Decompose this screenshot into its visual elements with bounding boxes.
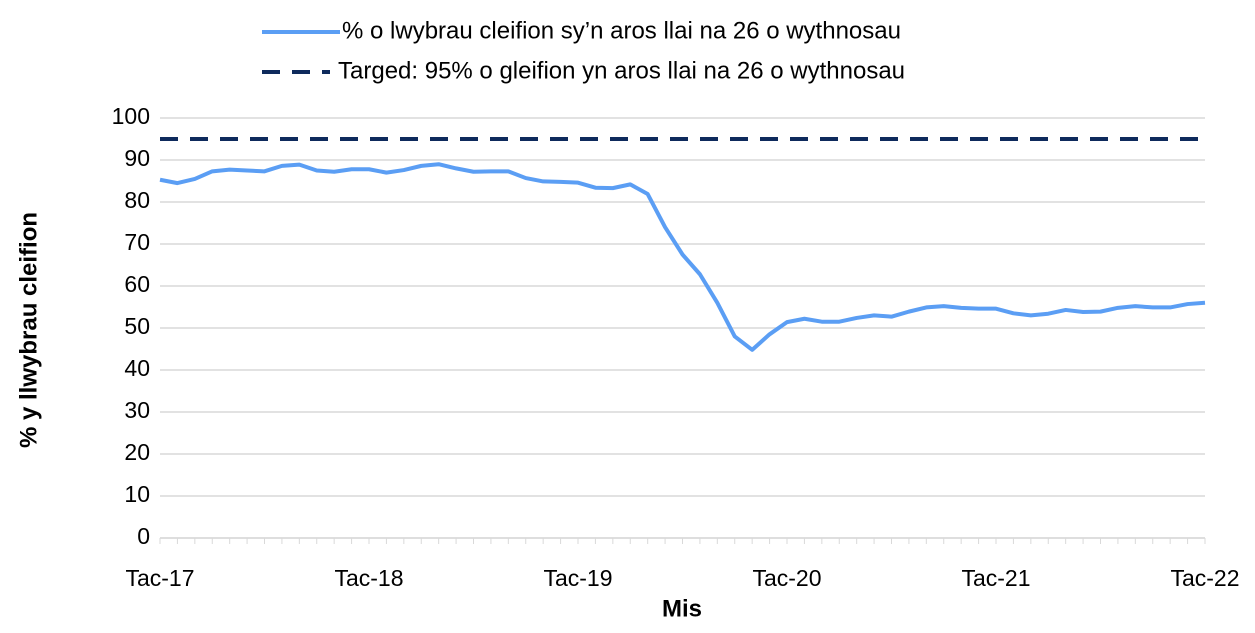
x-tick-label: Tac-17 (125, 565, 194, 591)
y-tick-label: 30 (124, 397, 150, 423)
legend-label: Targed: 95% o gleifion yn aros llai na 2… (338, 57, 905, 84)
x-tick-label: Tac-22 (1170, 565, 1239, 591)
y-tick-label: 80 (124, 187, 150, 213)
y-tick-label: 0 (137, 523, 150, 549)
y-tick-label: 10 (124, 481, 150, 507)
y-axis-title: % y llwybrau cleifion (15, 212, 42, 448)
x-tick-label: Tac-19 (543, 565, 612, 591)
line-series (159, 162, 1206, 352)
y-tick-label: 60 (124, 271, 150, 297)
x-tick-label: Tac-18 (334, 565, 403, 591)
y-tick-label: 40 (124, 355, 150, 381)
x-tick-label: Tac-20 (752, 565, 821, 591)
x-tick-label: Tac-21 (961, 565, 1030, 591)
y-tick-label: 70 (124, 229, 150, 255)
y-tick-label: 20 (124, 439, 150, 465)
y-tick-label: 90 (124, 145, 150, 171)
y-tick-label: 100 (112, 103, 150, 129)
x-axis-title: Mis (662, 595, 702, 622)
y-tick-label: 50 (124, 313, 150, 339)
legend-label: % o lwybrau cleifion sy’n aros llai na 2… (342, 17, 901, 44)
